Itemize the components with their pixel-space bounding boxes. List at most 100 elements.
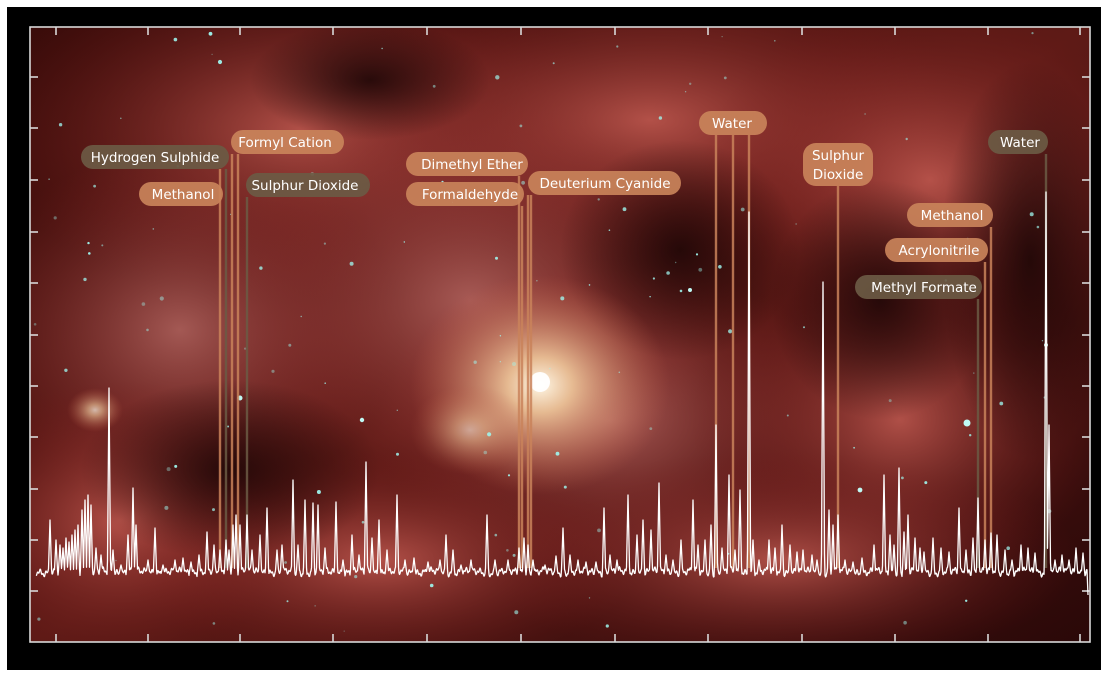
star: [718, 265, 722, 269]
star: [300, 315, 302, 318]
star: [728, 329, 733, 334]
star: [689, 82, 692, 86]
star: [115, 559, 117, 562]
star: [597, 198, 600, 201]
star: [905, 137, 908, 141]
star: [173, 37, 178, 42]
star: [965, 599, 968, 602]
label-hydrogen-sulphide: Hydrogen Sulphide: [81, 145, 229, 169]
star: [33, 323, 37, 326]
star: [101, 244, 104, 247]
star: [259, 266, 263, 270]
star: [512, 362, 516, 366]
star: [396, 409, 398, 411]
star: [324, 382, 327, 385]
star: [514, 610, 519, 615]
label-hydrogen-sulphide-text: Hydrogen Sulphide: [91, 150, 220, 166]
star: [536, 280, 538, 282]
label-formyl-cation: Formyl Cation: [231, 130, 344, 154]
star: [1036, 225, 1040, 229]
bright-star: [857, 487, 863, 493]
star: [506, 549, 509, 552]
star: [432, 84, 436, 88]
star: [53, 216, 57, 220]
label-dimethyl-ether-text: Dimethyl Ether: [421, 157, 523, 173]
star: [48, 178, 50, 180]
star: [473, 360, 477, 364]
label-sulphur-dioxide-right-line1: Sulphur: [812, 148, 865, 164]
star: [679, 289, 683, 293]
star: [83, 277, 87, 282]
star: [618, 371, 621, 374]
label-methyl-formate-text: Methyl Formate: [871, 280, 977, 296]
star: [512, 553, 516, 557]
star: [588, 597, 591, 599]
star: [786, 414, 789, 417]
star: [314, 605, 316, 607]
star: [588, 284, 591, 286]
star: [723, 76, 727, 80]
star: [740, 207, 745, 212]
star: [675, 261, 677, 264]
label-dimethyl-ether: Dimethyl Ether: [406, 152, 528, 176]
star: [244, 347, 247, 350]
star: [774, 40, 776, 42]
star: [120, 117, 122, 120]
star: [973, 372, 975, 374]
star: [507, 474, 511, 477]
star: [649, 427, 653, 430]
label-sulphur-dioxide-right: Sulphur Dioxide: [803, 143, 873, 186]
star: [212, 508, 215, 512]
star: [494, 533, 498, 537]
star: [903, 620, 907, 625]
label-water-right-text: Water: [1000, 135, 1040, 151]
label-formaldehyde: Formaldehyde: [406, 182, 524, 206]
star: [354, 575, 358, 579]
star: [211, 53, 213, 56]
star: [901, 476, 904, 480]
star: [888, 399, 892, 403]
star: [652, 277, 656, 280]
star: [343, 630, 345, 632]
label-methanol-right: Methanol: [907, 203, 993, 227]
star: [212, 622, 216, 625]
star: [698, 267, 703, 272]
label-sulphur-dioxide-right-line2: Dioxide: [813, 167, 864, 183]
star: [649, 296, 651, 298]
star: [924, 481, 928, 485]
star: [616, 45, 619, 48]
star: [1006, 546, 1010, 550]
bright-star: [359, 417, 365, 423]
star: [403, 241, 405, 243]
annotation-labels: Hydrogen Sulphide Formyl Cation Methanol…: [81, 111, 1048, 299]
star: [795, 223, 797, 225]
label-sulphur-dioxide-left: Sulphur Dioxide: [246, 173, 370, 197]
star: [286, 600, 289, 603]
star: [349, 261, 354, 266]
label-methyl-formate: Methyl Formate: [855, 275, 982, 299]
label-water-center: Water: [699, 111, 767, 135]
star: [166, 467, 171, 472]
star: [555, 451, 560, 456]
star: [164, 505, 169, 510]
label-methanol-left: Methanol: [139, 182, 223, 206]
star: [146, 328, 149, 332]
star: [271, 369, 275, 373]
label-deuterium-cyanide-text: Deuterium Cyanide: [539, 176, 670, 192]
star: [323, 242, 326, 245]
star: [605, 624, 609, 628]
star: [622, 207, 627, 212]
spectrum-line: [35, 191, 1089, 596]
star: [499, 335, 502, 337]
star: [521, 180, 525, 185]
star: [560, 296, 565, 301]
bright-star: [688, 288, 692, 292]
star: [721, 36, 723, 38]
star: [495, 256, 498, 260]
star: [695, 253, 699, 256]
star: [88, 252, 91, 255]
star: [563, 485, 567, 489]
star: [666, 271, 670, 275]
star: [429, 583, 434, 588]
